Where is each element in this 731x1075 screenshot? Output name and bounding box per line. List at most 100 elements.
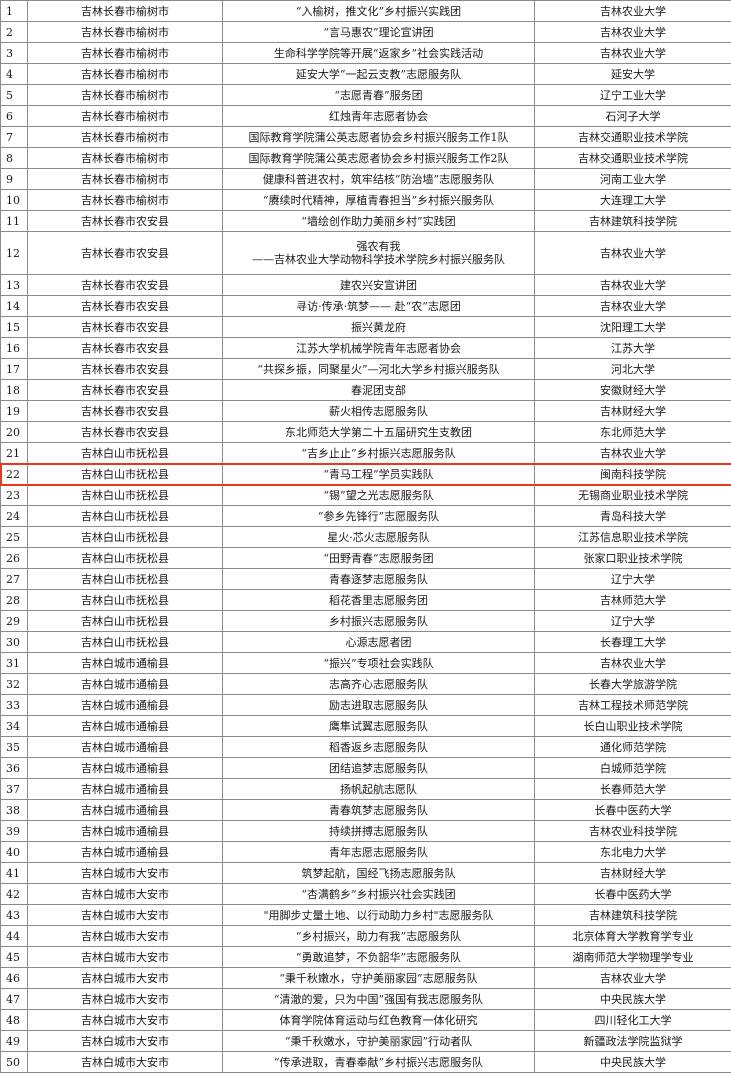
row-number: 7 bbox=[0, 126, 28, 148]
location-cell: 吉林白城市大安市 bbox=[27, 1030, 223, 1052]
team-cell: 青年志愿志愿服务队 bbox=[222, 841, 535, 863]
school-cell: 湖南师范大学物理学专业 bbox=[534, 946, 731, 968]
location-cell: 吉林白城市通榆县 bbox=[27, 694, 223, 716]
row-number: 10 bbox=[0, 189, 28, 211]
table-row: 7 吉林长春市榆树市 国际教育学院蒲公英志愿者协会乡村振兴服务工作1队 吉林交通职业技… bbox=[0, 126, 731, 148]
team-subtitle: ——吉林农业大学动物科学技术学院乡村振兴服务队 bbox=[252, 253, 505, 266]
school-cell: 通化师范学院 bbox=[534, 736, 731, 758]
team-cell: 寻访·传承·筑梦—— 赴“农”志愿团 bbox=[222, 295, 535, 317]
table-row: 26 吉林白山市抚松县 “田野青春”志愿服务团 张家口职业技术学院 bbox=[0, 547, 731, 569]
team-cell: 红烛青年志愿者协会 bbox=[222, 105, 535, 127]
team-cell: 振兴黄龙府 bbox=[222, 316, 535, 338]
row-number: 20 bbox=[0, 421, 28, 443]
team-cell: “墙绘创作助力美丽乡村”实践团 bbox=[222, 210, 535, 232]
school-cell: 沈阳理工大学 bbox=[534, 316, 731, 338]
location-cell: 吉林白城市通榆县 bbox=[27, 652, 223, 674]
team-cell: 青春逐梦志愿服务队 bbox=[222, 568, 535, 590]
location-cell: 吉林白城市大安市 bbox=[27, 862, 223, 884]
school-cell: 东北电力大学 bbox=[534, 841, 731, 863]
row-number: 33 bbox=[0, 694, 28, 716]
location-cell: 吉林长春市农安县 bbox=[27, 337, 223, 359]
team-cell: 乡村振兴志愿服务队 bbox=[222, 610, 535, 632]
location-cell: 吉林长春市农安县 bbox=[27, 400, 223, 422]
school-cell: 长春中医药大学 bbox=[534, 799, 731, 821]
school-cell: 吉林建筑科技学院 bbox=[534, 904, 731, 926]
location-cell: 吉林白城市通榆县 bbox=[27, 820, 223, 842]
school-cell: 辽宁大学 bbox=[534, 610, 731, 632]
school-cell: 吉林财经大学 bbox=[534, 400, 731, 422]
school-cell: 闽南科技学院 bbox=[534, 463, 731, 485]
school-cell: 延安大学 bbox=[534, 63, 731, 85]
table-row: 39 吉林白城市通榆县 持续拼搏志愿服务队 吉林农业科技学院 bbox=[0, 820, 731, 842]
team-cell: “秉千秋嫩水，守护美丽家园”志愿服务队 bbox=[222, 967, 535, 989]
team-cell: 国际教育学院蒲公英志愿者协会乡村振兴服务工作2队 bbox=[222, 147, 535, 169]
team-cell: 持续拼搏志愿服务队 bbox=[222, 820, 535, 842]
row-number: 34 bbox=[0, 715, 28, 737]
location-cell: 吉林长春市农安县 bbox=[27, 231, 223, 275]
row-number: 21 bbox=[0, 442, 28, 464]
row-number: 17 bbox=[0, 358, 28, 380]
team-cell: 团结追梦志愿服务队 bbox=[222, 757, 535, 779]
table-row: 35 吉林白城市通榆县 稻香返乡志愿服务队 通化师范学院 bbox=[0, 736, 731, 758]
school-cell: 吉林农业大学 bbox=[534, 231, 731, 275]
location-cell: 吉林长春市农安县 bbox=[27, 421, 223, 443]
school-cell: 长春中医药大学 bbox=[534, 883, 731, 905]
table-row: 11 吉林长春市农安县 “墙绘创作助力美丽乡村”实践团 吉林建筑科技学院 bbox=[0, 210, 731, 232]
row-number: 30 bbox=[0, 631, 28, 653]
table-row: 6 吉林长春市榆树市 红烛青年志愿者协会 石河子大学 bbox=[0, 105, 731, 127]
table-row: 24 吉林白山市抚松县 “参乡先锋行”志愿服务队 青岛科技大学 bbox=[0, 505, 731, 527]
row-number: 11 bbox=[0, 210, 28, 232]
row-number: 50 bbox=[0, 1051, 28, 1073]
table-row: 43 吉林白城市大安市 "用脚步丈量土地、以行动助力乡村"志愿服务队 吉林建筑科技学院 bbox=[0, 904, 731, 926]
location-cell: 吉林长春市农安县 bbox=[27, 316, 223, 338]
team-cell: “言马惠农”理论宣讲团 bbox=[222, 21, 535, 43]
table-row: 33 吉林白城市通榆县 励志进取志愿服务队 吉林工程技术师范学院 bbox=[0, 694, 731, 716]
row-number: 26 bbox=[0, 547, 28, 569]
team-cell: 薪火相传志愿服务队 bbox=[222, 400, 535, 422]
table-row: 13 吉林长春市农安县 建农兴安宣讲团 吉林农业大学 bbox=[0, 274, 731, 296]
location-cell: 吉林白城市通榆县 bbox=[27, 799, 223, 821]
table-row: 12 吉林长春市农安县 强农有我 ——吉林农业大学动物科学技术学院乡村振兴服务队 吉林农… bbox=[0, 231, 731, 275]
team-cell: “田野青春”志愿服务团 bbox=[222, 547, 535, 569]
row-number: 6 bbox=[0, 105, 28, 127]
row-number: 46 bbox=[0, 967, 28, 989]
table-row: 30 吉林白山市抚松县 心源志愿者团 长春理工大学 bbox=[0, 631, 731, 653]
team-cell: 东北师范大学第二十五届研究生支教团 bbox=[222, 421, 535, 443]
team-cell: 筑梦起航，国经飞扬志愿服务队 bbox=[222, 862, 535, 884]
school-cell: 吉林交通职业技术学院 bbox=[534, 147, 731, 169]
table-row: 8 吉林长春市榆树市 国际教育学院蒲公英志愿者协会乡村振兴服务工作2队 吉林交通职业技… bbox=[0, 147, 731, 169]
table-row: 36 吉林白城市通榆县 团结追梦志愿服务队 白城师范学院 bbox=[0, 757, 731, 779]
school-cell: 中央民族大学 bbox=[534, 988, 731, 1010]
school-cell: 东北师范大学 bbox=[534, 421, 731, 443]
location-cell: 吉林白城市大安市 bbox=[27, 1051, 223, 1073]
team-cell: 青春筑梦志愿服务队 bbox=[222, 799, 535, 821]
location-cell: 吉林白城市通榆县 bbox=[27, 841, 223, 863]
table-row: 14 吉林长春市农安县 寻访·传承·筑梦—— 赴“农”志愿团 吉林农业大学 bbox=[0, 295, 731, 317]
team-cell: 生命科学学院等开展“返家乡”社会实践活动 bbox=[222, 42, 535, 64]
row-number: 29 bbox=[0, 610, 28, 632]
team-cell: 稻香返乡志愿服务队 bbox=[222, 736, 535, 758]
location-cell: 吉林长春市榆树市 bbox=[27, 189, 223, 211]
school-cell: 吉林农业大学 bbox=[534, 274, 731, 296]
team-cell: 体育学院体育运动与红色教育一体化研究 bbox=[222, 1009, 535, 1031]
location-cell: 吉林白城市大安市 bbox=[27, 946, 223, 968]
table-row: 44 吉林白城市大安市 “乡村振兴，助力有我”志愿服务队 北京体育大学教育学专业 bbox=[0, 925, 731, 947]
school-cell: 长春大学旅游学院 bbox=[534, 673, 731, 695]
school-cell: 吉林农业大学 bbox=[534, 295, 731, 317]
row-number: 24 bbox=[0, 505, 28, 527]
team-cell: 江苏大学机械学院青年志愿者协会 bbox=[222, 337, 535, 359]
team-cell: 健康科普进农村，筑牢结核“防治墙”志愿服务队 bbox=[222, 168, 535, 190]
school-cell: 北京体育大学教育学专业 bbox=[534, 925, 731, 947]
location-cell: 吉林白城市通榆县 bbox=[27, 778, 223, 800]
location-cell: 吉林长春市榆树市 bbox=[27, 84, 223, 106]
team-cell: 稻花香里志愿服务团 bbox=[222, 589, 535, 611]
location-cell: 吉林白城市大安市 bbox=[27, 883, 223, 905]
row-number: 5 bbox=[0, 84, 28, 106]
team-cell: “勇敢追梦，不负韶华”志愿服务队 bbox=[222, 946, 535, 968]
row-number: 40 bbox=[0, 841, 28, 863]
table-row: 31 吉林白城市通榆县 “振兴”专项社会实践队 吉林农业大学 bbox=[0, 652, 731, 674]
row-number: 4 bbox=[0, 63, 28, 85]
table-row: 4 吉林长春市榆树市 延安大学“一起云支教”志愿服务队 延安大学 bbox=[0, 63, 731, 85]
